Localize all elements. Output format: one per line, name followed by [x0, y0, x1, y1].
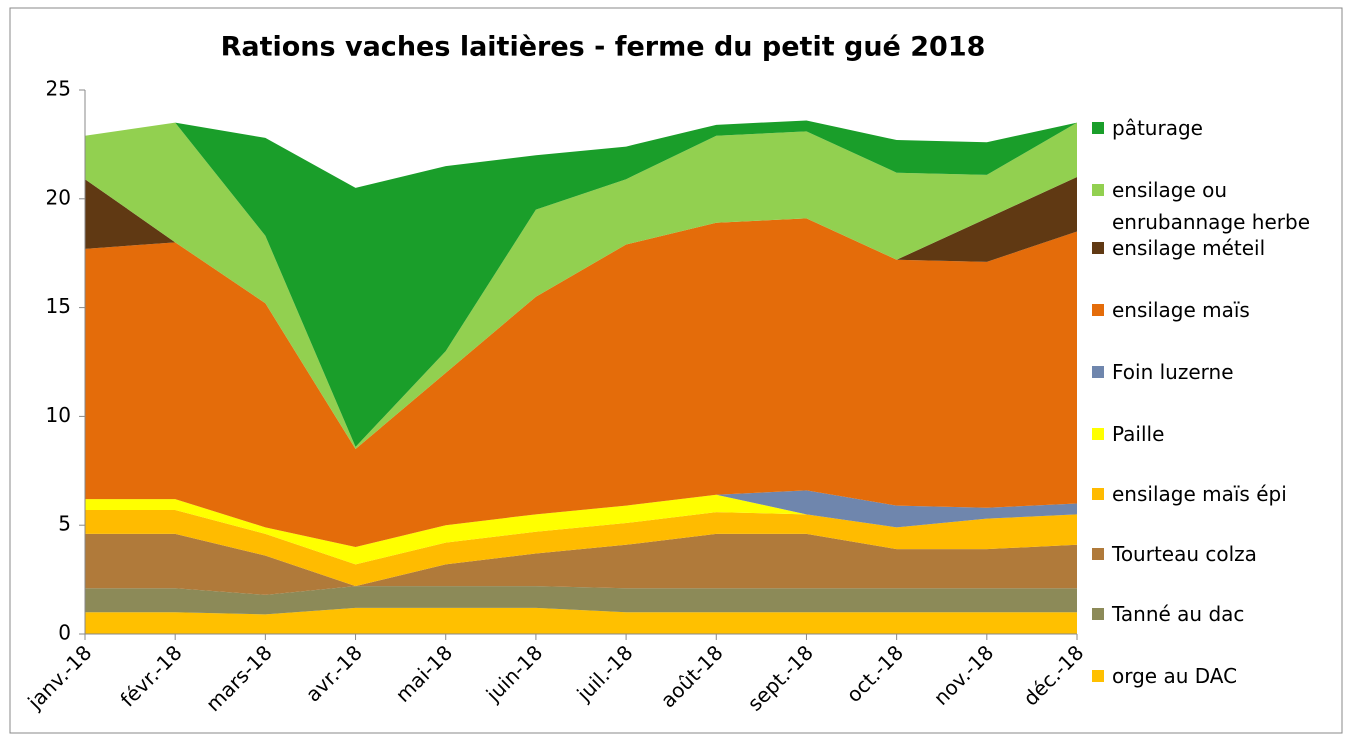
legend-label: Paille	[1112, 422, 1165, 446]
legend-swatch	[1092, 366, 1104, 378]
legend-label: Foin luzerne	[1112, 360, 1234, 384]
legend-swatch	[1092, 548, 1104, 560]
legend-swatch	[1092, 488, 1104, 500]
area	[85, 490, 1077, 547]
legend-swatch	[1092, 608, 1104, 620]
area	[85, 533, 1077, 595]
legend-label: ensilage méteil	[1112, 236, 1266, 260]
area	[85, 218, 1077, 547]
legend-swatch	[1092, 122, 1104, 134]
legend-label: ensilage ou enrubannage herbe	[1112, 178, 1310, 234]
area	[85, 586, 1077, 615]
legend-swatch	[1092, 242, 1104, 254]
area	[85, 607, 1077, 634]
legend-swatch	[1092, 184, 1104, 196]
legend-swatch	[1092, 670, 1104, 682]
area	[85, 120, 1077, 447]
legend-label: orge au DAC	[1112, 664, 1238, 688]
y-tick-label: 20	[46, 185, 71, 209]
legend-label: pâturage	[1112, 116, 1203, 140]
y-tick-label: 5	[58, 512, 71, 536]
legend-label: Tanné au dac	[1112, 602, 1245, 626]
legend-label: Tourteau colza	[1112, 542, 1257, 566]
y-tick-label: 10	[46, 403, 71, 427]
y-tick-label: 0	[58, 621, 71, 645]
chart-title: Rations vaches laitières - ferme du peti…	[221, 32, 986, 63]
legend-swatch	[1092, 304, 1104, 316]
y-tick-label: 15	[46, 294, 71, 318]
area	[85, 494, 1077, 565]
legend-swatch	[1092, 428, 1104, 440]
area	[85, 122, 1077, 450]
area	[85, 509, 1077, 587]
y-tick-label: 25	[46, 77, 71, 101]
legend-label: ensilage maïs épi	[1112, 482, 1287, 506]
legend-label: ensilage maïs	[1112, 298, 1250, 322]
